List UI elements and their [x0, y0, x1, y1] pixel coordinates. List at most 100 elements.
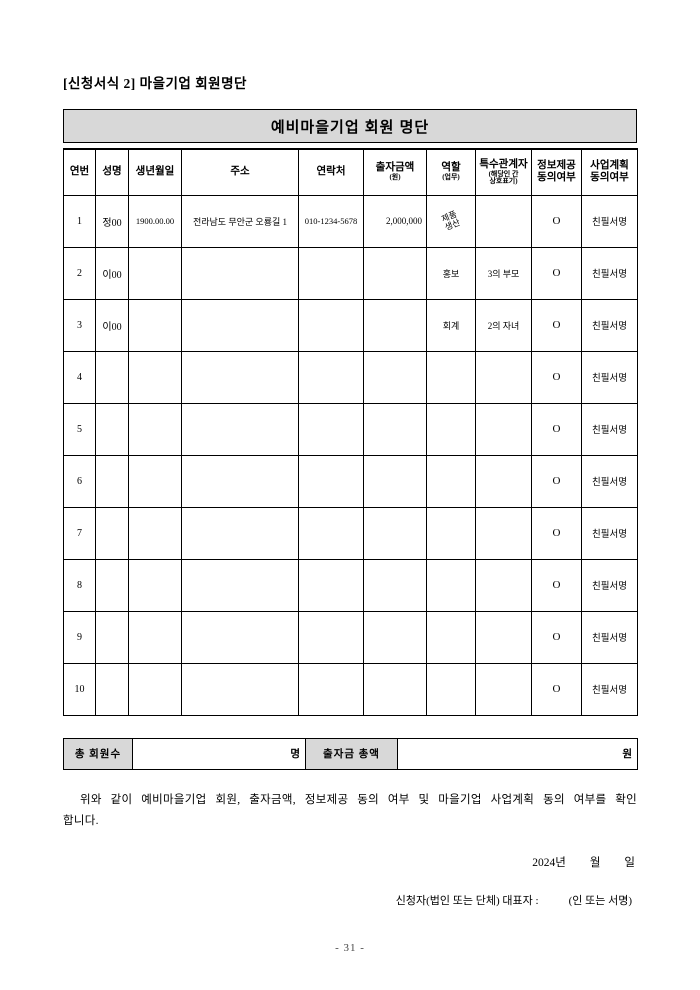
table-cell	[128, 454, 182, 508]
table-cell	[475, 558, 532, 612]
table-cell	[426, 402, 476, 456]
table-cell	[128, 350, 182, 404]
table-cell: 9	[63, 610, 96, 664]
summary-row: 총 회원수 명 출자금 총액 원	[63, 737, 638, 770]
table-cell	[298, 298, 364, 352]
table-row: 2 이00 홍보 3의 부모 O 친필서명	[63, 246, 638, 300]
total-members-cell: 명	[132, 737, 306, 770]
table-cell: 정00	[95, 194, 129, 248]
table-cell	[426, 610, 476, 664]
table-row: 9 O 친필서명	[63, 610, 638, 664]
table-cell	[95, 350, 129, 404]
table-cell: O	[531, 402, 582, 456]
table-cell: O	[531, 610, 582, 664]
table-cell: O	[531, 506, 582, 560]
table-cell: 친필서명	[581, 350, 638, 404]
table-cell	[128, 662, 182, 716]
table-row: 4 O 친필서명	[63, 350, 638, 404]
table-cell	[181, 402, 299, 456]
table-cell	[363, 298, 427, 352]
table-row: 5 O 친필서명	[63, 402, 638, 456]
table-cell	[426, 558, 476, 612]
table-cell	[475, 662, 532, 716]
table-cell: 2	[63, 246, 96, 300]
table-cell	[363, 246, 427, 300]
column-header: 역할 (업무)	[426, 148, 476, 196]
table-cell	[181, 662, 299, 716]
member-table: 연번 성명 생년월일 주소 연락처 출자금액 (원) 역할 (업무) 특수관계자 (해당인 간 상호…	[63, 148, 638, 716]
table-cell: 8	[63, 558, 96, 612]
date-month: 월	[589, 856, 601, 869]
table-cell	[363, 350, 427, 404]
table-cell	[363, 506, 427, 560]
table-row: 3 이00 회계 2의 자녀 O 친필서명	[63, 298, 638, 352]
column-header: 생년월일	[128, 148, 182, 196]
table-cell: 친필서명	[581, 194, 638, 248]
table-cell	[181, 610, 299, 664]
table-cell	[181, 506, 299, 560]
total-members-label: 총 회원수	[63, 737, 133, 770]
table-cell: 3	[63, 298, 96, 352]
table-cell: 친필서명	[581, 298, 638, 352]
table-cell: 1	[63, 194, 96, 248]
column-header: 연번	[63, 148, 96, 196]
table-row: 10 O 친필서명	[63, 662, 638, 716]
column-header: 연락처	[298, 148, 364, 196]
table-cell	[363, 402, 427, 456]
summary-table: 총 회원수 명 출자금 총액 원	[63, 737, 638, 770]
table-cell: O	[531, 298, 582, 352]
table-cell: 친필서명	[581, 454, 638, 508]
table-cell: O	[531, 454, 582, 508]
column-header: 특수관계자 (해당인 간 상호표기)	[475, 148, 532, 196]
table-cell	[128, 298, 182, 352]
table-cell: 친필서명	[581, 506, 638, 560]
table-cell: O	[531, 350, 582, 404]
date-year: 2024년	[532, 856, 566, 869]
table-row: 8 O 친필서명	[63, 558, 638, 612]
signature-line: 신청자(법인 또는 단체) 대표자 : (인 또는 서명)	[63, 892, 637, 908]
table-cell: 2,000,000	[363, 194, 427, 248]
table-cell	[298, 246, 364, 300]
table-cell	[426, 662, 476, 716]
table-title-text: 예비마을기업 회원 명단	[270, 118, 430, 136]
table-cell	[95, 402, 129, 456]
table-cell	[181, 246, 299, 300]
table-cell: 10	[63, 662, 96, 716]
table-cell: 6	[63, 454, 96, 508]
table-cell	[426, 506, 476, 560]
column-header: 정보제공 동의여부	[531, 148, 582, 196]
table-cell: O	[531, 558, 582, 612]
table-cell	[298, 610, 364, 664]
table-cell	[475, 454, 532, 508]
table-cell	[363, 454, 427, 508]
date-day: 일	[624, 856, 635, 869]
column-header: 성명	[95, 148, 129, 196]
column-header: 출자금액 (원)	[363, 148, 427, 196]
table-cell	[298, 662, 364, 716]
document-page: [신청서식 2] 마을기업 회원명단 예비마을기업 회원 명단 연번 성명 생년월일…	[63, 0, 638, 908]
column-header: 사업계획 동의여부	[581, 148, 638, 196]
table-cell	[363, 558, 427, 612]
page-title: [신청서식 2] 마을기업 회원명단	[63, 76, 247, 91]
table-cell: 2의 자녀	[475, 298, 532, 352]
table-cell: O	[531, 662, 582, 716]
table-cell	[181, 558, 299, 612]
table-cell	[128, 506, 182, 560]
table-cell	[298, 454, 364, 508]
table-cell	[298, 506, 364, 560]
table-cell: 친필서명	[581, 662, 638, 716]
table-cell	[363, 610, 427, 664]
table-cell: 제품 생산	[426, 194, 476, 248]
table-cell	[128, 246, 182, 300]
table-cell: O	[531, 246, 582, 300]
table-cell	[475, 350, 532, 404]
table-row: 6 O 친필서명	[63, 454, 638, 508]
table-cell	[95, 662, 129, 716]
member-table-body: 1 정00 1900.00.00 전라남도 무안군 오룡길 1 010-1234-567…	[63, 194, 638, 716]
table-cell	[128, 610, 182, 664]
seal-label: (인 또는 서명)	[568, 894, 632, 907]
table-cell: 이00	[95, 298, 129, 352]
table-cell: 이00	[95, 246, 129, 300]
table-cell: 5	[63, 402, 96, 456]
table-cell	[95, 506, 129, 560]
